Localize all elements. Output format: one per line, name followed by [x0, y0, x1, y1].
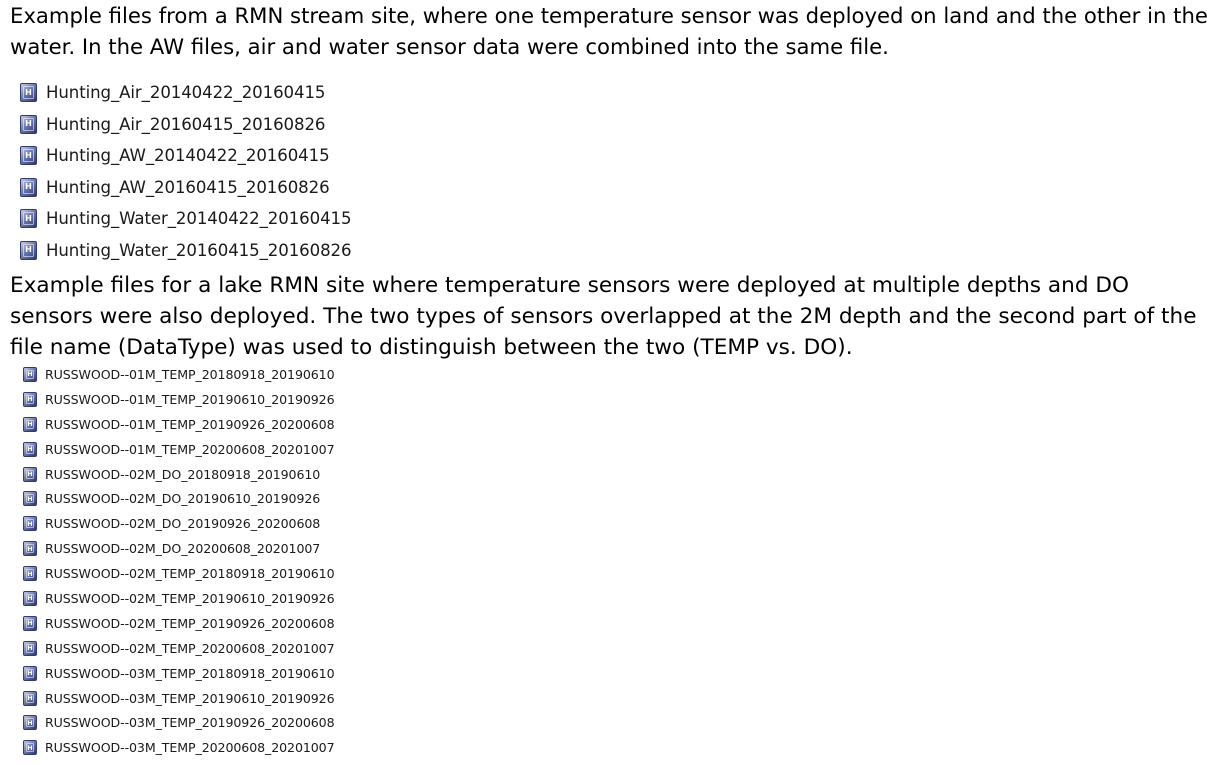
file-icon-glyph: H: [27, 395, 33, 404]
file-icon-glyph: H: [25, 245, 32, 255]
description-line: file name (DataType) was used to disting…: [10, 335, 853, 360]
hobo-data-file-icon: H: [20, 240, 37, 260]
file-icon-glyph: H: [27, 668, 33, 677]
hobo-data-file-icon: H: [23, 715, 37, 731]
file-item[interactable]: H RUSSWOOD--02M_DO_20190610_20190926: [23, 486, 335, 511]
file-name: RUSSWOOD--01M_TEMP_20190926_20200608: [45, 416, 335, 432]
file-name: Hunting_AW_20140422_20160415: [46, 146, 330, 166]
description-line: sensors were also deployed. The two type…: [10, 304, 1197, 329]
file-icon-glyph: H: [25, 213, 32, 223]
file-icon-glyph: H: [27, 419, 33, 428]
file-name: Hunting_Air_20140422_20160415: [46, 83, 326, 103]
hobo-data-file-icon: H: [23, 491, 37, 507]
file-name: RUSSWOOD--02M_DO_20190610_20190926: [45, 491, 321, 507]
file-icon-glyph: H: [27, 370, 33, 379]
hobo-data-file-icon: H: [23, 416, 37, 432]
hobo-data-file-icon: H: [23, 516, 37, 532]
file-name: Hunting_Water_20160415_20160826: [46, 240, 352, 260]
file-name: RUSSWOOD--02M_DO_20190926_20200608: [45, 516, 321, 532]
file-name: RUSSWOOD--03M_TEMP_20180918_20190610: [45, 665, 335, 681]
file-item[interactable]: H Hunting_Water_20140422_20160415: [20, 203, 352, 235]
hobo-data-file-icon: H: [23, 740, 37, 756]
lake-site-description: Example files for a lake RMN site where …: [10, 270, 1196, 363]
lake-file-list: H RUSSWOOD--01M_TEMP_20180918_20190610 H RU…: [23, 362, 335, 760]
file-name: RUSSWOOD--02M_DO_20180918_20190610: [45, 466, 321, 482]
file-item[interactable]: H RUSSWOOD--01M_TEMP_20200608_20201007: [23, 437, 335, 462]
hobo-data-file-icon: H: [20, 146, 37, 166]
hobo-data-file-icon: H: [20, 177, 37, 197]
file-icon-glyph: H: [25, 150, 32, 160]
hobo-data-file-icon: H: [23, 441, 37, 457]
file-icon-glyph: H: [27, 519, 33, 528]
file-item[interactable]: H Hunting_AW_20140422_20160415: [20, 140, 351, 172]
file-item[interactable]: H Hunting_Water_20160415_20160826: [20, 235, 352, 267]
file-item[interactable]: H Hunting_AW_20160415_20160826: [20, 172, 351, 204]
file-item[interactable]: H RUSSWOOD--02M_DO_20180918_20190610: [23, 462, 335, 487]
file-item[interactable]: H RUSSWOOD--02M_TEMP_20190610_20190926: [23, 586, 335, 611]
description-line: Example files for a lake RMN site where …: [10, 273, 1130, 298]
stream-file-list: H Hunting_Air_20140422_20160415 H Hunting_A…: [20, 77, 352, 267]
file-icon-glyph: H: [27, 743, 33, 752]
file-name: RUSSWOOD--01M_TEMP_20200608_20201007: [45, 441, 335, 457]
file-icon-glyph: H: [27, 469, 33, 478]
hobo-data-file-icon: H: [20, 83, 37, 103]
file-icon-glyph: H: [27, 619, 33, 628]
hobo-data-file-icon: H: [23, 366, 37, 382]
file-item[interactable]: H RUSSWOOD--03M_TEMP_20200608_20201007: [23, 735, 335, 760]
file-icon-glyph: H: [27, 693, 33, 702]
file-item[interactable]: H RUSSWOOD--02M_TEMP_20190926_20200608: [23, 611, 335, 636]
file-item[interactable]: H RUSSWOOD--01M_TEMP_20190610_20190926: [23, 387, 335, 412]
file-name: RUSSWOOD--01M_TEMP_20190610_20190926: [45, 391, 335, 407]
description-line: Example files from a RMN stream site, wh…: [10, 3, 1207, 28]
file-name: RUSSWOOD--02M_TEMP_20190610_20190926: [45, 590, 335, 606]
hobo-data-file-icon: H: [23, 690, 37, 706]
file-icon-glyph: H: [27, 718, 33, 727]
file-icon-glyph: H: [27, 569, 33, 578]
file-icon-glyph: H: [27, 594, 33, 603]
file-name: Hunting_Water_20140422_20160415: [46, 209, 352, 229]
file-name: RUSSWOOD--02M_TEMP_20200608_20201007: [45, 640, 335, 656]
file-icon-glyph: H: [25, 182, 32, 192]
hobo-data-file-icon: H: [20, 209, 37, 229]
hobo-data-file-icon: H: [23, 615, 37, 631]
file-item[interactable]: H RUSSWOOD--03M_TEMP_20180918_20190610: [23, 661, 335, 686]
hobo-data-file-icon: H: [20, 114, 37, 134]
file-item[interactable]: H RUSSWOOD--02M_TEMP_20200608_20201007: [23, 636, 335, 661]
hobo-data-file-icon: H: [23, 391, 37, 407]
file-icon-glyph: H: [27, 643, 33, 652]
file-icon-glyph: H: [25, 119, 32, 129]
file-item[interactable]: H RUSSWOOD--03M_TEMP_20190610_20190926: [23, 686, 335, 711]
file-icon-glyph: H: [27, 544, 33, 553]
description-line: water. In the AW files, air and water se…: [10, 34, 889, 59]
file-icon-glyph: H: [25, 87, 32, 97]
file-item[interactable]: H RUSSWOOD--02M_DO_20190926_20200608: [23, 511, 335, 536]
file-item[interactable]: H RUSSWOOD--02M_TEMP_20180918_20190610: [23, 561, 335, 586]
file-icon-glyph: H: [27, 444, 33, 453]
file-name: RUSSWOOD--03M_TEMP_20200608_20201007: [45, 740, 335, 756]
hobo-data-file-icon: H: [23, 640, 37, 656]
file-name: RUSSWOOD--01M_TEMP_20180918_20190610: [45, 366, 335, 382]
hobo-data-file-icon: H: [23, 541, 37, 557]
file-name: RUSSWOOD--03M_TEMP_20190610_20190926: [45, 690, 335, 706]
file-name: Hunting_AW_20160415_20160826: [46, 177, 330, 197]
stream-site-description: Example files from a RMN stream site, wh…: [10, 0, 1207, 62]
file-name: RUSSWOOD--03M_TEMP_20190926_20200608: [45, 715, 335, 731]
file-item[interactable]: H RUSSWOOD--03M_TEMP_20190926_20200608: [23, 710, 335, 735]
file-item[interactable]: H RUSSWOOD--01M_TEMP_20180918_20190610: [23, 362, 335, 387]
hobo-data-file-icon: H: [23, 665, 37, 681]
hobo-data-file-icon: H: [23, 566, 37, 582]
file-name: RUSSWOOD--02M_TEMP_20180918_20190610: [45, 566, 335, 582]
hobo-data-file-icon: H: [23, 466, 37, 482]
hobo-data-file-icon: H: [23, 590, 37, 606]
file-icon-glyph: H: [27, 494, 33, 503]
file-item[interactable]: H RUSSWOOD--02M_DO_20200608_20201007: [23, 536, 335, 561]
file-item[interactable]: H RUSSWOOD--01M_TEMP_20190926_20200608: [23, 412, 335, 437]
file-item[interactable]: H Hunting_Air_20140422_20160415: [20, 77, 351, 109]
file-name: Hunting_Air_20160415_20160826: [46, 114, 326, 134]
file-name: RUSSWOOD--02M_DO_20200608_20201007: [45, 541, 321, 557]
file-item[interactable]: H Hunting_Air_20160415_20160826: [20, 109, 351, 141]
file-name: RUSSWOOD--02M_TEMP_20190926_20200608: [45, 615, 335, 631]
